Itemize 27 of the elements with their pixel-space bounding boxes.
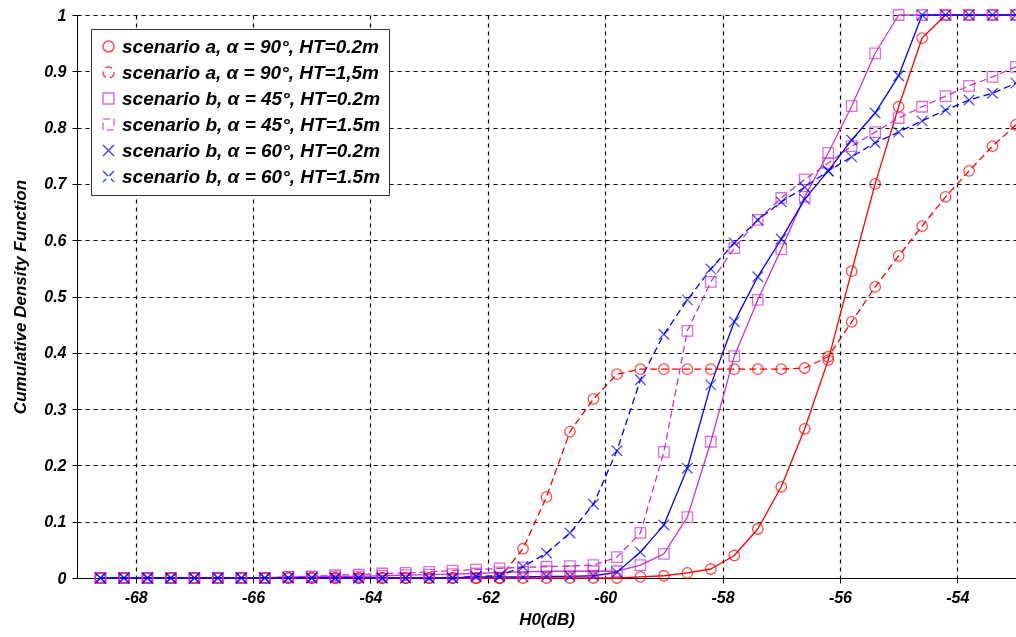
legend-label: scenario a, α = 90°, HT=0.2m	[122, 35, 380, 57]
x-tick-label: -54	[946, 588, 970, 606]
x-tick-label: -60	[594, 588, 618, 606]
x-tick-label: -66	[242, 588, 266, 606]
x-tick-label: -58	[711, 588, 735, 606]
x-tick-label: -62	[476, 588, 500, 606]
y-tick-label: 0.6	[44, 231, 67, 249]
y-tick-label: 0.8	[44, 119, 67, 137]
y-tick-label: 0.7	[44, 175, 68, 193]
y-tick-label: 0.4	[44, 344, 67, 362]
y-axis-title: Cumulative Density Function	[11, 179, 31, 415]
y-tick-label: 0.2	[44, 456, 67, 474]
y-tick-label: 0.9	[44, 62, 67, 80]
x-tick-label: -56	[828, 588, 853, 606]
legend-label: scenario b, α = 60°, HT=1.5m	[122, 165, 381, 187]
legend-label: scenario a, α = 90°, HT=1,5m	[122, 61, 380, 83]
legend-label: scenario b, α = 60°, HT=0.2m	[122, 139, 381, 161]
legend-label: scenario b, α = 45°, HT=0.2m	[122, 87, 381, 109]
y-tick-label: 0.1	[44, 513, 67, 531]
y-tick-label: 0.3	[44, 400, 67, 418]
x-axis-title: H0(dB)	[519, 609, 576, 629]
legend-label: scenario b, α = 45°, HT=1.5m	[122, 113, 381, 135]
y-tick-label: 1	[57, 6, 67, 24]
x-tick-label: -68	[124, 588, 148, 606]
y-tick-label: 0	[57, 569, 67, 587]
x-tick-label: -64	[359, 588, 383, 606]
y-tick-label: 0.5	[44, 288, 68, 305]
